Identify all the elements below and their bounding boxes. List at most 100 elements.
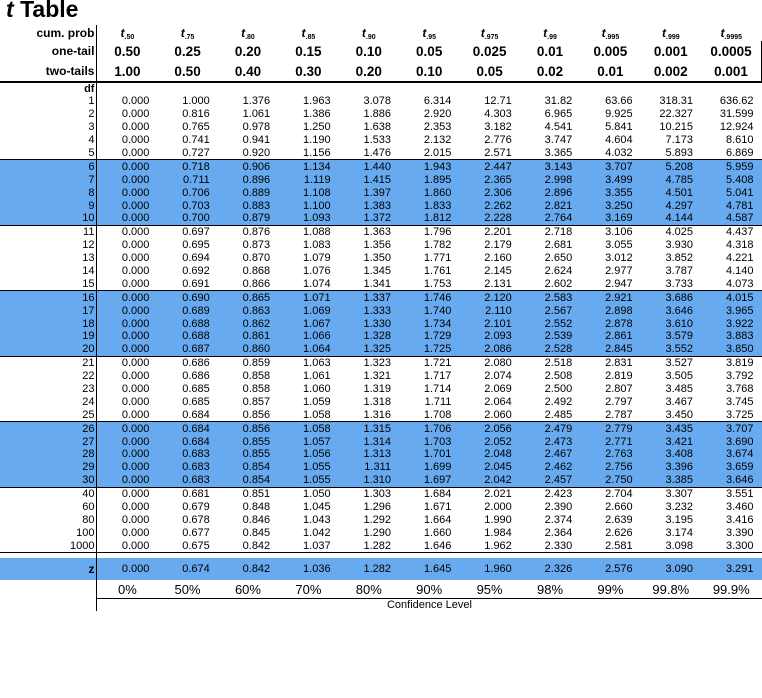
table-row: 30 0.000 0.683 0.854 1.055 1.310 1.697 2.042 2.4… (0, 473, 762, 488)
critical-value-cell: 2.201 (484, 226, 512, 239)
critical-value-cell: 2.581 (580, 539, 641, 554)
t-subscript: .95 (426, 34, 437, 41)
df-cell: 8 (0, 186, 98, 200)
df-cell: 23 (0, 382, 98, 396)
one-tail-value: 0.05 (416, 43, 443, 59)
critical-value-cell: 2.467 (519, 448, 581, 461)
critical-value-cell: 3.883 (701, 330, 762, 343)
critical-value-cell: 0.684 (157, 408, 218, 423)
critical-value-cell: 0.876 (242, 226, 271, 239)
critical-value-cell: 1.310 (338, 473, 399, 488)
critical-value-cell: 3.850 (701, 342, 762, 357)
critical-value-cell: 0.691 (157, 277, 218, 292)
table-row: 18 0.000 0.688 0.862 1.067 1.330 1.734 2.101 2.5… (0, 317, 762, 331)
critical-value-cell: 2.048 (459, 448, 520, 461)
one-tail-value: 0.005 (593, 43, 628, 59)
df-cell: 80 (0, 513, 98, 527)
critical-value-cell: 0.000 (121, 370, 150, 383)
z-label: z (0, 558, 98, 581)
confidence-cell: 90% (398, 580, 460, 600)
critical-value-cell: 2.015 (398, 146, 460, 161)
critical-value-cell: 2.045 (459, 460, 520, 474)
critical-value-cell: 2.528 (519, 342, 581, 357)
critical-value-cell: 2.110 (459, 304, 520, 318)
critical-value-cell: 0.678 (182, 513, 210, 526)
critical-value-cell: 2.052 (459, 435, 520, 449)
table-row: 60 0.000 0.679 0.848 1.045 1.296 1.671 2.000 2.3… (0, 500, 762, 514)
critical-value-cell: 1.415 (338, 173, 399, 187)
critical-value-cell: 1.708 (398, 408, 460, 423)
one-tail-value: 0.25 (174, 43, 201, 59)
critical-value-cell: 0.000 (96, 342, 158, 357)
critical-value-cell: 2.660 (605, 501, 633, 514)
critical-value-cell: 3.250 (580, 199, 641, 213)
t-symbol: t (601, 26, 606, 40)
t-subscript: .75 (184, 34, 195, 41)
one-tail-value: 0.10 (355, 43, 382, 59)
critical-value-cell: 0.677 (182, 526, 210, 539)
t-symbol: t (120, 26, 125, 40)
t-subscript: .99 (547, 34, 557, 41)
critical-value-cell: 7.173 (665, 134, 694, 147)
df-cell: 100 (0, 526, 98, 540)
critical-value-cell: 2.704 (605, 488, 633, 501)
critical-value-cell: 1.717 (423, 370, 452, 383)
critical-value-cell: 2.390 (544, 501, 573, 514)
df-cell: 24 (0, 395, 98, 409)
footer-row: Confidence Level (0, 598, 762, 612)
critical-value-cell: 2.819 (605, 370, 633, 383)
critical-value-cell: 1.963 (303, 95, 331, 108)
t-symbol: t (361, 26, 366, 40)
critical-value-cell: 0.873 (242, 239, 271, 252)
critical-value-cell: 1.771 (423, 252, 452, 265)
critical-value-cell: 1.061 (303, 370, 331, 383)
critical-value-cell: 0.000 (121, 226, 150, 239)
critical-value-cell: 2.086 (459, 342, 520, 357)
critical-value-cell: 4.541 (544, 121, 573, 134)
critical-value-cell: 2.042 (459, 473, 520, 488)
one-tail-value: 0.001 (653, 43, 688, 59)
critical-value-cell: 2.473 (519, 435, 581, 449)
critical-value-cell: 1.703 (398, 435, 460, 449)
critical-value-cell: 3.551 (725, 488, 754, 501)
critical-value-cell: 0.000 (121, 134, 150, 147)
critical-value-cell: 2.160 (484, 252, 512, 265)
critical-value-cell: 2.132 (423, 134, 452, 147)
critical-value-cell: 0.000 (96, 277, 158, 292)
critical-value-cell: 2.080 (484, 357, 512, 370)
critical-value-cell: 0.683 (157, 448, 218, 461)
critical-value-cell: 0.000 (96, 448, 158, 461)
critical-value-cell: 1.660 (423, 526, 452, 539)
critical-value-cell: 1.833 (398, 199, 460, 213)
critical-value-cell: 4.144 (640, 212, 702, 226)
critical-value-cell: 2.064 (484, 395, 512, 408)
critical-value-cell: 1.319 (363, 383, 391, 396)
table-row: 3 0.000 0.765 0.978 1.250 1.638 2.353 3.182 4.54… (0, 120, 762, 134)
critical-value-cell: 31.599 (719, 108, 754, 121)
critical-value-cell: 3.390 (725, 526, 754, 539)
df-cell: 3 (0, 120, 98, 134)
critical-value-cell: 0.000 (96, 290, 158, 305)
critical-value-cell: 2.896 (519, 186, 581, 200)
critical-value-cell: 0.851 (242, 488, 271, 501)
z-value-cell: 0.000 (96, 558, 158, 581)
critical-value-cell: 1.746 (398, 290, 460, 305)
critical-value-cell: 0.000 (121, 501, 150, 514)
critical-value-cell: 1.296 (363, 501, 391, 514)
critical-value-cell: 2.571 (459, 146, 520, 161)
one-tail-value: 0.15 (295, 43, 322, 59)
critical-value-cell: 0.000 (121, 265, 150, 278)
critical-value-cell: 1.064 (278, 342, 339, 357)
critical-value-cell: 3.552 (640, 342, 702, 357)
table-row: 1000 0.000 0.675 0.842 1.037 1.282 1.646 1.962 2… (0, 539, 762, 554)
critical-value-cell: 1.701 (398, 448, 460, 461)
critical-value-cell: 0.000 (96, 317, 158, 331)
critical-value-cell: 0.858 (242, 383, 271, 396)
critical-value-cell: 0.000 (121, 239, 150, 252)
critical-value-cell: 0.000 (96, 330, 158, 343)
critical-value-cell: 3.143 (519, 159, 581, 174)
critical-value-cell: 3.012 (605, 252, 633, 265)
critical-value-cell: 63.66 (605, 95, 633, 108)
t-symbol: t (422, 26, 427, 40)
critical-value-cell: 3.467 (665, 395, 694, 408)
